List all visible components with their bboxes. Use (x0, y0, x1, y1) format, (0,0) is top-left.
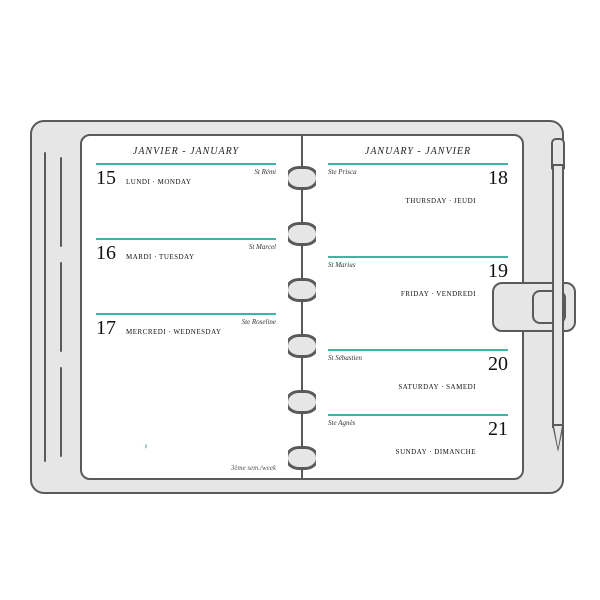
day-number: 16 (96, 242, 122, 265)
spine-crease (44, 152, 46, 462)
moon-phase-icon: ◑ (142, 441, 148, 452)
day-of-week: SUNDAY · DIMANCHE (396, 448, 476, 456)
pages: JANVIER - JANUARY 15 LUNDI · MONDAY St R… (80, 134, 524, 480)
day-cell: 21 SUNDAY · DIMANCHE Ste Agnès (328, 414, 508, 477)
day-cell: 15 LUNDI · MONDAY St Rémi (96, 163, 276, 236)
day-of-week: MERCREDI · WEDNESDAY (126, 328, 222, 336)
page-header-right: JANUARY - JANVIER (328, 146, 508, 157)
day-cell: 20 SATURDAY · SAMEDI St Sébastien (328, 349, 508, 412)
right-page: JANUARY - JANVIER 18 THURSDAY · JEUDI St… (302, 136, 522, 478)
planner-illustration: JANVIER - JANUARY 15 LUNDI · MONDAY St R… (0, 0, 600, 600)
saint-name: Ste Roseline (242, 318, 276, 326)
day-number: 19 (482, 260, 508, 283)
day-of-week: MARDI · TUESDAY (126, 253, 195, 261)
day-of-week: SATURDAY · SAMEDI (398, 383, 476, 391)
day-of-week: THURSDAY · JEUDI (406, 197, 476, 205)
day-of-week: FRIDAY · VENDREDI (401, 290, 476, 298)
day-cell: 16 MARDI · TUESDAY St Marcel (96, 238, 276, 311)
day-of-week: LUNDI · MONDAY (126, 178, 191, 186)
day-number: 21 (482, 418, 508, 441)
saint-name: Ste Prisca (328, 168, 357, 176)
left-page: JANVIER - JANUARY 15 LUNDI · MONDAY St R… (82, 136, 302, 478)
day-number: 17 (96, 317, 122, 340)
page-header-left: JANVIER - JANUARY (96, 146, 276, 157)
pen (549, 138, 563, 478)
day-number: 15 (96, 167, 122, 190)
binder-ring (285, 390, 319, 414)
binder-ring (285, 446, 319, 470)
binder-ring (285, 334, 319, 358)
day-number: 18 (482, 167, 508, 190)
saint-name: St Marcel (249, 243, 276, 251)
saint-name: St Rémi (254, 168, 276, 176)
saint-name: Ste Agnès (328, 419, 355, 427)
day-number: 20 (482, 353, 508, 376)
binder-ring (285, 166, 319, 190)
day-cell: 18 THURSDAY · JEUDI Ste Prisca (328, 163, 508, 254)
saint-name: St Sébastien (328, 354, 362, 362)
binder-ring (285, 222, 319, 246)
day-cell: 17 MERCREDI · WEDNESDAY Ste Roseline (96, 313, 276, 386)
week-number: 3ème sem./week (231, 464, 276, 472)
pen-barrel (552, 164, 564, 428)
spine-crease (60, 262, 62, 352)
day-cell: 19 FRIDAY · VENDREDI St Marius (328, 256, 508, 347)
spine-crease (60, 367, 62, 457)
spine-crease (60, 157, 62, 247)
binder-ring (285, 278, 319, 302)
saint-name: St Marius (328, 261, 355, 269)
pen-tip (552, 424, 564, 452)
